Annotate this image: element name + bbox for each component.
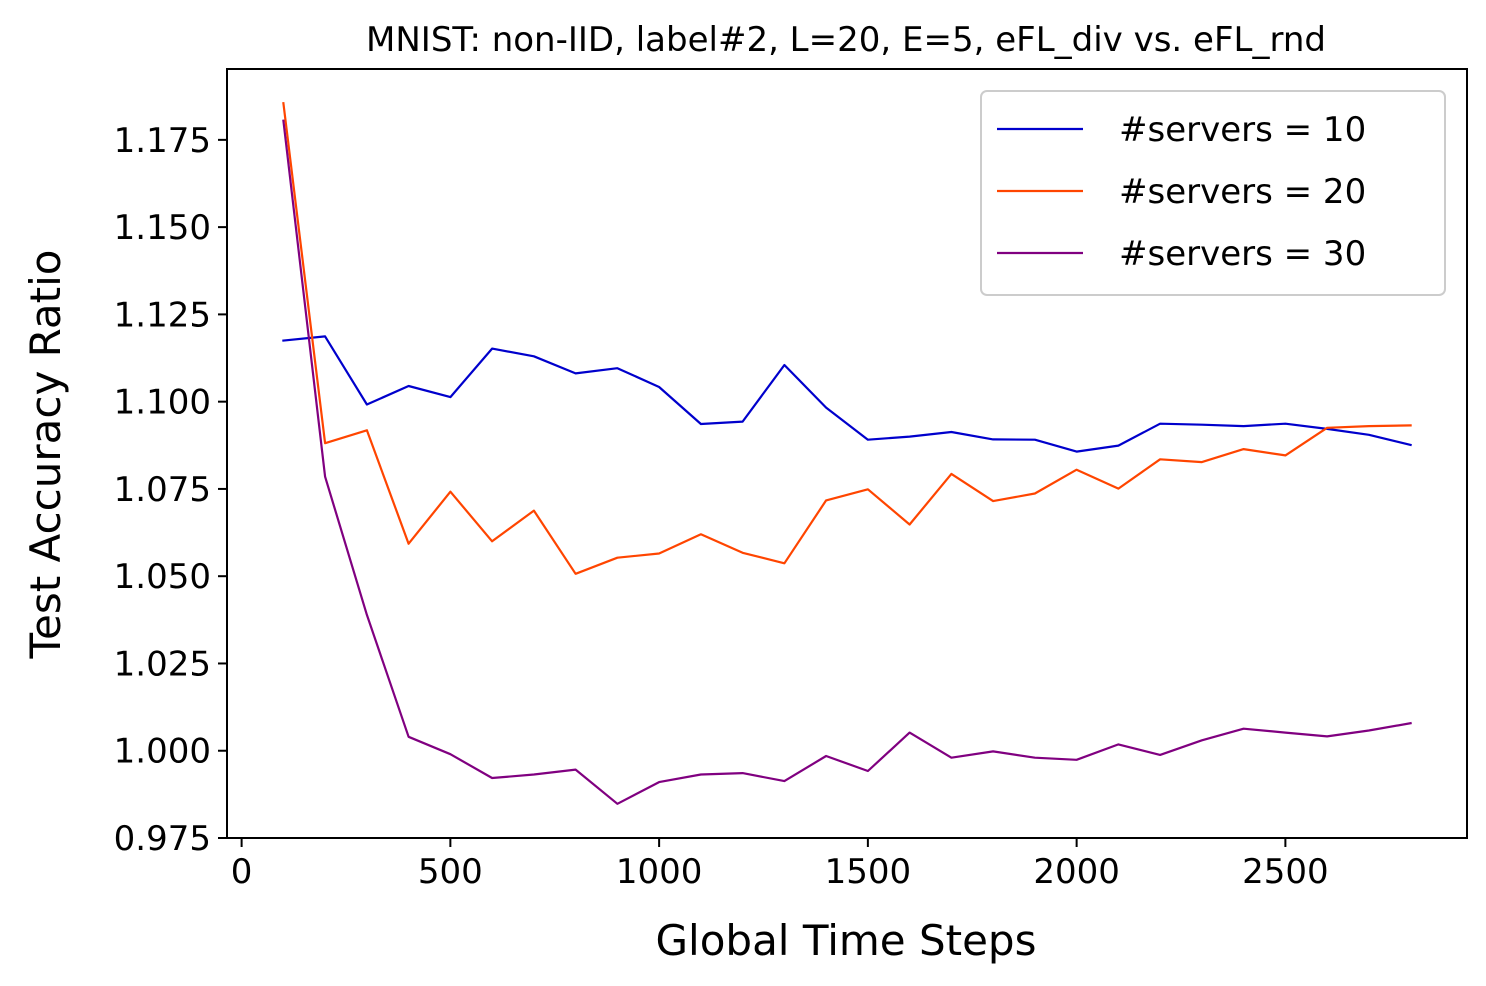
legend-box [980, 90, 1446, 296]
x-tick-label: 0 [231, 852, 253, 892]
legend-label: #servers = 20 [1119, 172, 1366, 212]
legend-label: #servers = 10 [1119, 110, 1366, 150]
legend-label: #servers = 30 [1119, 234, 1366, 274]
y-tick-label: 1.025 [114, 644, 211, 684]
y-axis-title: Test Accuracy Ratio [21, 250, 70, 660]
plot-area [282, 101, 1412, 805]
y-tick-label: 1.000 [114, 732, 211, 772]
y-axis: 0.975 1.000 1.025 1.050 1.075 1.100 1.125 1.150… [114, 121, 227, 859]
x-axis: 0 500 1000 1500 2000 2500 [231, 838, 1329, 892]
y-tick-label: 1.150 [114, 208, 211, 248]
series-line-3 [282, 119, 1412, 805]
y-tick-label: 0.975 [114, 819, 211, 859]
x-tick-label: 2000 [1033, 852, 1120, 892]
x-tick-label: 500 [418, 852, 483, 892]
y-tick-label: 1.050 [114, 557, 211, 597]
x-tick-label: 1000 [616, 852, 703, 892]
plot-frame [226, 68, 1468, 839]
legend: #servers = 10 #servers = 20 #servers = 30 [980, 90, 1446, 296]
y-tick-label: 1.075 [114, 470, 211, 510]
x-tick-label: 2500 [1242, 852, 1329, 892]
chart-title: MNIST: non-IID, label#2, L=20, E=5, eFL_… [366, 20, 1326, 60]
y-tick-label: 1.100 [114, 383, 211, 423]
y-tick-label: 1.175 [114, 121, 211, 161]
x-axis-title: Global Time Steps [656, 916, 1037, 965]
series-line-2 [282, 101, 1412, 575]
series-line-1 [282, 335, 1412, 453]
y-tick-label: 1.125 [114, 295, 211, 335]
x-tick-label: 1500 [825, 852, 912, 892]
